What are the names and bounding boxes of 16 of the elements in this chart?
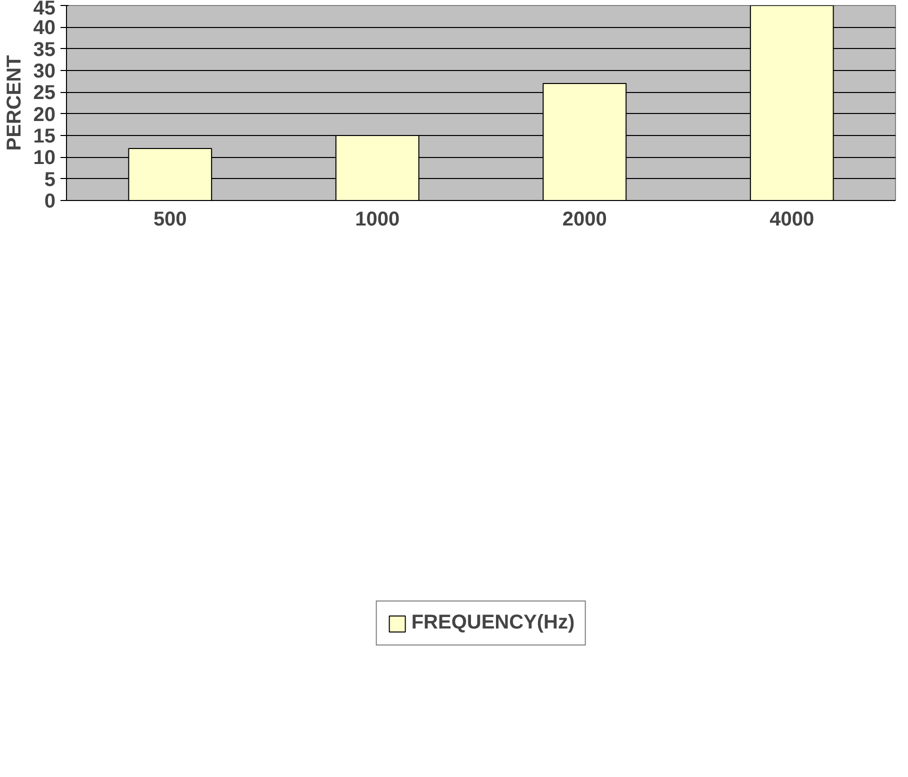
y-tick-label: 25 (33, 82, 56, 104)
y-tick-label: 35 (33, 38, 56, 61)
y-tick-label: 45 (33, 0, 56, 20)
x-tick-label: 4000 (770, 208, 814, 230)
x-tick-label: 2000 (562, 208, 607, 230)
x-tick-label: 1000 (355, 208, 400, 230)
x-tick-label: 500 (153, 208, 187, 230)
y-tick-label: 0 (44, 190, 56, 212)
y-tick-label: 15 (33, 126, 56, 148)
legend-label: FREQUENCY(Hz) (411, 612, 575, 635)
y-tick-label: 40 (33, 17, 56, 40)
y-tick-label: 10 (33, 147, 56, 170)
y-tick-label: 20 (33, 104, 56, 126)
y-axis-title: PERCENT (3, 55, 26, 151)
y-tick-label: 5 (44, 168, 56, 191)
y-tick-label: 30 (33, 60, 56, 82)
